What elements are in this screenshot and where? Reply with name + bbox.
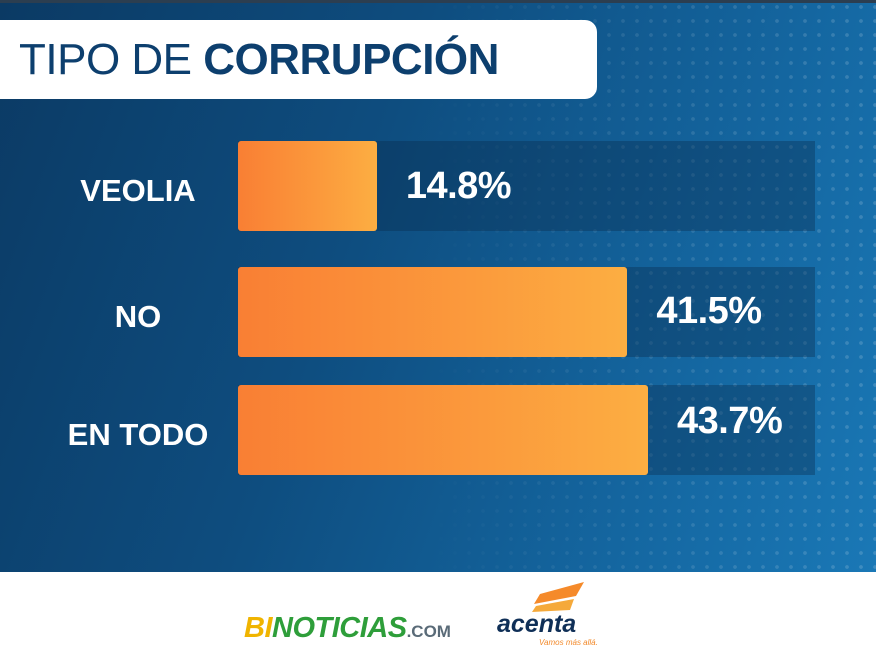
footer	[0, 572, 876, 647]
category-label-no: NO	[114, 299, 162, 334]
value-label-veolia: 14.8%	[405, 165, 512, 207]
title-light: TIPO DE	[19, 35, 204, 84]
page-title: TIPO DE CORRUPCIÓN	[19, 37, 499, 83]
title-bold: CORRUPCIÓN	[203, 35, 499, 84]
category-label-veolia: VEOLIA	[80, 173, 196, 208]
category-label-en-todo: EN TODO	[67, 417, 209, 452]
title-box	[0, 20, 597, 99]
acenta-logo-mark-icon	[532, 582, 584, 612]
bar-en-todo	[238, 385, 648, 475]
value-label-no: 41.5%	[656, 290, 762, 332]
acenta-tagline: Vamos más allá.	[539, 638, 598, 647]
binoticias-logo: BINOTICIAS.COM	[244, 613, 451, 647]
bar-no	[238, 267, 628, 357]
top-border-line	[0, 0, 876, 3]
logo-noticias-text: NOTICIAS	[272, 612, 407, 644]
value-label-en-todo: 43.7%	[676, 400, 783, 442]
chart-panel: TIPO DE CORRUPCIÓN VEOLIA 14.8% NO 41.5% EN …	[0, 0, 876, 572]
acenta-logo: acenta	[497, 610, 577, 638]
bar-veolia	[238, 141, 377, 231]
logo-dotcom-text: .COM	[406, 622, 451, 641]
logo-bi-text: BI	[244, 612, 273, 644]
